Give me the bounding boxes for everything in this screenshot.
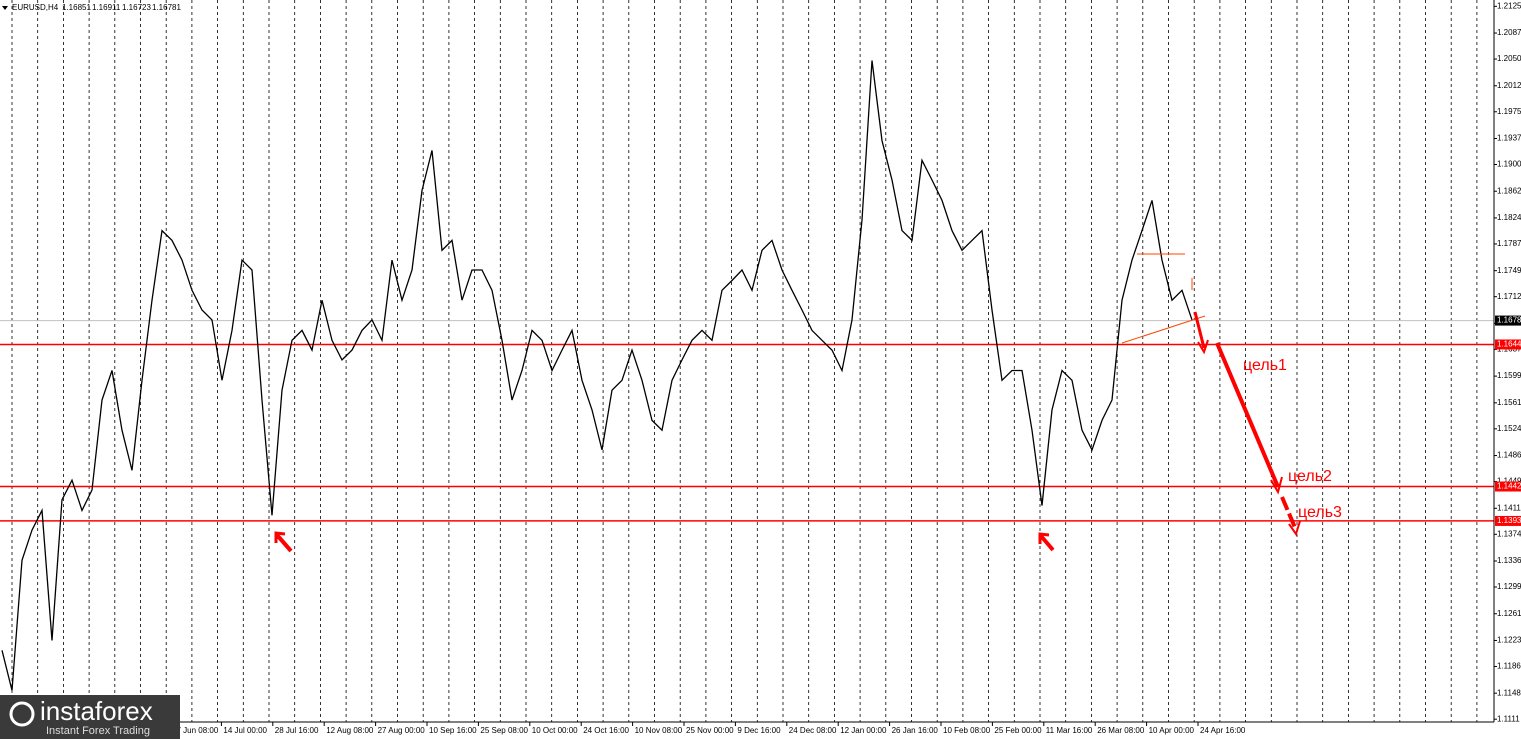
- menu-icon: [2, 6, 8, 10]
- x-tick-label: 24 Apr 16:00: [1200, 726, 1246, 735]
- y-tick-label: 1.1486: [1497, 451, 1521, 460]
- arrow: [1039, 534, 1055, 552]
- annotation: цель2: [1288, 468, 1332, 485]
- y-tick-label: 1.1975: [1497, 107, 1521, 116]
- x-tick-label: 11 Mar 16:00: [1046, 726, 1093, 735]
- ohlc-value: 1.16723: [122, 3, 151, 12]
- x-tick-label: 26 Mar 08:00: [1097, 726, 1145, 735]
- x-tick-label: 14 Jul 00:00: [223, 726, 267, 735]
- x-tick-label: 25 Nov 00:00: [686, 726, 734, 735]
- price-line: [1, 60, 1193, 691]
- axes: 1.2125 1.2087 1.2050 1.2012 1.1975 1.1937 1.19…: [169, 1, 1521, 735]
- x-tick-label: 25 Feb 00:00: [994, 726, 1042, 735]
- watermark: instaforex Instant Forex Trading: [0, 695, 180, 739]
- x-tick-label: 10 Feb 08:00: [943, 726, 991, 735]
- x-tick-label: 10 Sep 16:00: [429, 726, 477, 735]
- y-tick-label: 1.2087: [1497, 28, 1521, 37]
- y-tick-label: 1.1261: [1497, 609, 1521, 618]
- header: EURUSD,H4 1.16851 1.16911 1.16723 1.16781: [2, 3, 181, 12]
- y-tick-label: 1.1148: [1497, 688, 1521, 697]
- level-box: [1495, 481, 1521, 492]
- x-tick-label: 24 Dec 08:00: [789, 726, 837, 735]
- y-tick-label: 1.1862: [1497, 186, 1521, 195]
- brand: instaforex: [40, 696, 153, 726]
- x-tick-label: 12 Aug 08:00: [326, 726, 374, 735]
- y-tick-label: 1.2125: [1497, 1, 1521, 10]
- x-tick-label: 10 Nov 08:00: [635, 726, 683, 735]
- x-tick-label: 10 Oct 00:00: [532, 726, 578, 735]
- arrow: [1280, 496, 1298, 531]
- arrow-head: [1288, 520, 1301, 537]
- x-tick-label: 9 Dec 16:00: [737, 726, 781, 735]
- x-tick-label: 26 Jan 16:00: [892, 726, 939, 735]
- y-tick-label: 1.1524: [1497, 424, 1521, 433]
- arrow-head: [1270, 476, 1283, 495]
- y-tick-label: 1.2050: [1497, 54, 1521, 63]
- y-tick-label: 1.1561: [1497, 398, 1521, 407]
- ohlc-value: 1.16781: [152, 3, 181, 12]
- level-box: [1495, 339, 1521, 350]
- trend-line: [1121, 315, 1206, 344]
- plot: [0, 60, 1494, 691]
- last-price-box: [1495, 315, 1521, 326]
- x-tick-label: 27 Aug 00:00: [378, 726, 426, 735]
- level-label: 1.1393: [1497, 516, 1521, 525]
- arrow: [275, 533, 293, 553]
- x-tick-label: 10 Apr 00:00: [1149, 726, 1195, 735]
- y-tick-label: 1.1186: [1497, 662, 1521, 671]
- y-tick-label: 1.1937: [1497, 134, 1521, 143]
- arrow-head: [1038, 532, 1050, 544]
- level-label: 1.1442: [1497, 482, 1521, 491]
- drawings: [274, 253, 1301, 553]
- arrow: [1193, 311, 1206, 349]
- logo-icon: [9, 701, 35, 727]
- annotation: цель1: [1243, 357, 1287, 374]
- y-tick-label: 1.1712: [1497, 292, 1521, 301]
- x-tick-label: 12 Jan 00:00: [840, 726, 887, 735]
- arrow: [1215, 342, 1280, 488]
- y-tick-label: 1.1749: [1497, 266, 1521, 275]
- x-tick-label: 27 Jun 08:00: [172, 726, 219, 735]
- arrow-head: [1197, 339, 1209, 355]
- y-tick-label: 1.1787: [1497, 239, 1521, 248]
- y-tick-label: 1.1824: [1497, 213, 1521, 222]
- y-tick-label: 1.1900: [1497, 160, 1521, 169]
- ohlc-value: 1.16911: [92, 3, 121, 12]
- y-tick-label: 1.1111: [1497, 714, 1520, 723]
- y-tick-label: 1.1449: [1497, 477, 1521, 486]
- x-tick-label: 25 Sep 08:00: [480, 726, 528, 735]
- last-price-label: 1.1678: [1497, 316, 1521, 325]
- tagline: Instant Forex Trading: [46, 725, 150, 737]
- symbol: EURUSD,H4: [12, 3, 59, 12]
- y-tick-label: 1.1336: [1497, 556, 1521, 565]
- y-tick-label: 1.1223: [1497, 636, 1521, 645]
- ohlc-value: 1.16851: [62, 3, 91, 12]
- y-tick-label: 1.2012: [1497, 81, 1521, 90]
- logo-box: [0, 695, 180, 739]
- y-tick-label: 1.1599: [1497, 371, 1521, 380]
- y-tick-label: 1.1299: [1497, 582, 1521, 591]
- annotation: цель3: [1298, 504, 1342, 521]
- x-tick-label: 24 Oct 16:00: [583, 726, 629, 735]
- x-tick-label: 28 Jul 16:00: [275, 726, 319, 735]
- level-label: 1.1644: [1497, 340, 1521, 349]
- level-box: [1495, 515, 1521, 526]
- y-tick-label: 1.1411: [1497, 503, 1521, 512]
- arrow-head: [274, 531, 286, 543]
- y-tick-label: 1.1374: [1497, 529, 1521, 538]
